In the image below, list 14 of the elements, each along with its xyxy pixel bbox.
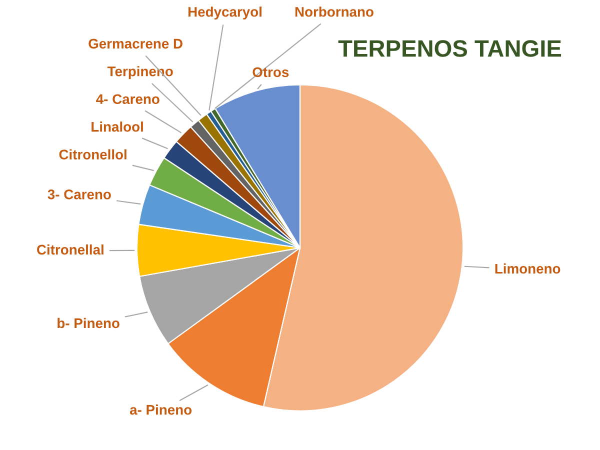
slice-label: Citronellal xyxy=(37,244,104,255)
slice-label: Linalool xyxy=(92,122,143,132)
slice-label: Norbornano xyxy=(295,6,374,17)
slice-label: b- Pineno xyxy=(58,318,120,328)
slice-label: 4- Careno xyxy=(96,94,160,104)
slice-label: a- Pineno xyxy=(130,404,192,415)
slice-label: Otros xyxy=(252,67,289,78)
slice-label: Citronellol xyxy=(59,149,126,160)
slice-label: Hedycaryol xyxy=(188,6,262,20)
text: TERPENOS TANGIE xyxy=(338,40,562,57)
slice-label: Terpineno xyxy=(107,66,173,80)
slice-label: Germacrene D xyxy=(88,38,182,49)
slice-label: 3- Careno xyxy=(48,190,111,200)
slice-label: Limoneno xyxy=(495,263,560,274)
